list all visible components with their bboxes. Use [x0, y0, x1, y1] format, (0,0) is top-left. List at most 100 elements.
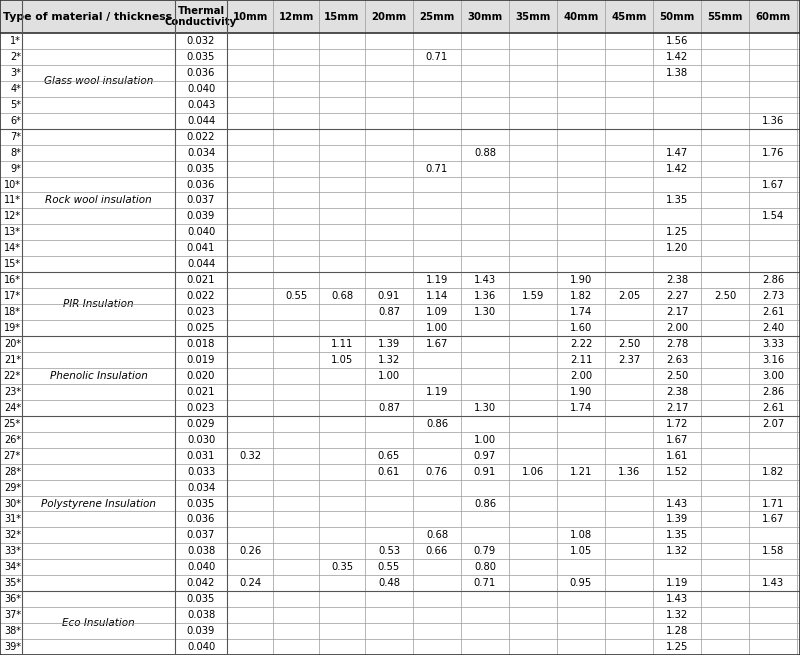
Text: 0.68: 0.68	[331, 291, 353, 301]
Text: 0.68: 0.68	[426, 531, 448, 540]
Text: 2.61: 2.61	[762, 307, 784, 317]
Text: 0.037: 0.037	[187, 531, 215, 540]
Text: 1.59: 1.59	[522, 291, 544, 301]
Text: 8*: 8*	[10, 147, 21, 158]
Text: 0.020: 0.020	[187, 371, 215, 381]
Text: 1.74: 1.74	[570, 307, 592, 317]
Text: 0.025: 0.025	[186, 323, 215, 333]
Text: 1.56: 1.56	[666, 36, 688, 46]
Bar	[0, 0, 800, 33]
Text: 1.43: 1.43	[666, 498, 688, 508]
Text: 1.36: 1.36	[618, 466, 640, 477]
Text: 2.78: 2.78	[666, 339, 688, 349]
Text: 1.30: 1.30	[474, 403, 496, 413]
Text: 2.38: 2.38	[666, 387, 688, 397]
Text: 0.039: 0.039	[187, 626, 215, 636]
Text: 1.67: 1.67	[666, 435, 688, 445]
Text: 0.71: 0.71	[426, 164, 448, 174]
Text: 25*: 25*	[4, 419, 21, 429]
Text: 0.97: 0.97	[474, 451, 496, 460]
Text: 2.73: 2.73	[762, 291, 784, 301]
Text: 40mm: 40mm	[563, 12, 598, 22]
Text: 1.14: 1.14	[426, 291, 448, 301]
Text: 3*: 3*	[10, 68, 21, 78]
Text: 34*: 34*	[4, 563, 21, 572]
Text: 31*: 31*	[4, 514, 21, 525]
Text: 0.035: 0.035	[187, 594, 215, 604]
Text: 1.82: 1.82	[570, 291, 592, 301]
Text: 1.06: 1.06	[522, 466, 544, 477]
Text: 0.038: 0.038	[187, 610, 215, 620]
Text: 0.035: 0.035	[187, 498, 215, 508]
Text: 27*: 27*	[4, 451, 21, 460]
Text: 37*: 37*	[4, 610, 21, 620]
Text: 0.55: 0.55	[285, 291, 307, 301]
Text: 36*: 36*	[4, 594, 21, 604]
Text: 1.21: 1.21	[570, 466, 592, 477]
Text: 0.035: 0.035	[187, 52, 215, 62]
Text: 4*: 4*	[10, 84, 21, 94]
Text: 22*: 22*	[4, 371, 21, 381]
Text: 17*: 17*	[4, 291, 21, 301]
Text: 0.033: 0.033	[187, 466, 215, 477]
Text: 0.040: 0.040	[187, 84, 215, 94]
Text: 0.65: 0.65	[378, 451, 400, 460]
Text: 2.50: 2.50	[618, 339, 640, 349]
Text: 1.58: 1.58	[762, 546, 784, 556]
Text: 0.019: 0.019	[186, 355, 215, 365]
Text: 1*: 1*	[10, 36, 21, 46]
Text: 0.32: 0.32	[239, 451, 261, 460]
Text: 30mm: 30mm	[467, 12, 502, 22]
Text: 1.35: 1.35	[666, 531, 688, 540]
Text: 1.25: 1.25	[666, 642, 688, 652]
Text: 0.041: 0.041	[187, 243, 215, 253]
Text: 35*: 35*	[4, 578, 21, 588]
Text: 2.00: 2.00	[666, 323, 688, 333]
Text: 9*: 9*	[10, 164, 21, 174]
Text: 6*: 6*	[10, 116, 21, 126]
Text: 1.28: 1.28	[666, 626, 688, 636]
Text: 1.05: 1.05	[331, 355, 353, 365]
Text: 28*: 28*	[4, 466, 21, 477]
Text: 2.63: 2.63	[666, 355, 688, 365]
Text: 45mm: 45mm	[611, 12, 646, 22]
Text: 30*: 30*	[4, 498, 21, 508]
Text: 2.22: 2.22	[570, 339, 592, 349]
Text: 0.76: 0.76	[426, 466, 448, 477]
Text: Phenolic Insulation: Phenolic Insulation	[50, 371, 147, 381]
Text: 20mm: 20mm	[371, 12, 406, 22]
Text: 11*: 11*	[4, 195, 21, 206]
Text: 0.35: 0.35	[331, 563, 353, 572]
Text: 1.74: 1.74	[570, 403, 592, 413]
Text: 2.50: 2.50	[666, 371, 688, 381]
Text: 1.25: 1.25	[666, 227, 688, 237]
Text: 12*: 12*	[4, 212, 21, 221]
Text: 2.11: 2.11	[570, 355, 592, 365]
Text: 1.20: 1.20	[666, 243, 688, 253]
Text: 1.67: 1.67	[762, 514, 784, 525]
Text: 1.39: 1.39	[378, 339, 400, 349]
Text: 35mm: 35mm	[515, 12, 550, 22]
Text: 0.87: 0.87	[378, 307, 400, 317]
Text: 0.022: 0.022	[186, 291, 215, 301]
Text: 0.53: 0.53	[378, 546, 400, 556]
Text: 2.17: 2.17	[666, 307, 688, 317]
Text: 2.86: 2.86	[762, 275, 784, 285]
Text: 0.036: 0.036	[187, 68, 215, 78]
Text: 0.044: 0.044	[187, 116, 215, 126]
Text: 0.034: 0.034	[187, 483, 215, 493]
Text: 1.39: 1.39	[666, 514, 688, 525]
Text: 0.039: 0.039	[187, 212, 215, 221]
Text: 2.27: 2.27	[666, 291, 688, 301]
Text: 1.43: 1.43	[474, 275, 496, 285]
Text: 1.52: 1.52	[666, 466, 688, 477]
Text: 0.043: 0.043	[187, 100, 215, 110]
Text: 2.86: 2.86	[762, 387, 784, 397]
Text: Thermal
Conductivity: Thermal Conductivity	[165, 6, 237, 28]
Text: 3.00: 3.00	[762, 371, 784, 381]
Text: 1.67: 1.67	[762, 179, 784, 189]
Text: 2*: 2*	[10, 52, 21, 62]
Text: 2.50: 2.50	[714, 291, 736, 301]
Text: 18*: 18*	[4, 307, 21, 317]
Text: 25mm: 25mm	[419, 12, 454, 22]
